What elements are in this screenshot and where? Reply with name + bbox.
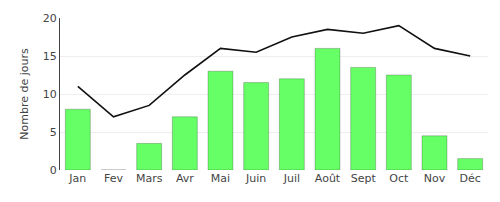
svg-text:Nov: Nov [424, 172, 446, 185]
svg-text:5: 5 [50, 126, 57, 139]
svg-text:15: 15 [43, 50, 57, 63]
svg-text:Juil: Juil [283, 172, 300, 185]
svg-text:20: 20 [43, 12, 57, 25]
svg-text:Oct: Oct [389, 172, 409, 185]
svg-text:Déc: Déc [460, 172, 481, 185]
svg-text:Jan: Jan [68, 172, 86, 185]
svg-text:Sept: Sept [351, 172, 377, 185]
svg-text:Fev: Fev [104, 172, 123, 185]
svg-text:Juin: Juin [245, 172, 266, 185]
svg-text:10: 10 [43, 88, 57, 101]
svg-text:0: 0 [50, 164, 57, 177]
svg-text:Mai: Mai [211, 172, 230, 185]
svg-text:Avr: Avr [176, 172, 194, 185]
svg-text:Nombre de jours: Nombre de jours [18, 48, 31, 140]
svg-text:Août: Août [315, 172, 341, 185]
svg-text:Mars: Mars [136, 172, 163, 185]
